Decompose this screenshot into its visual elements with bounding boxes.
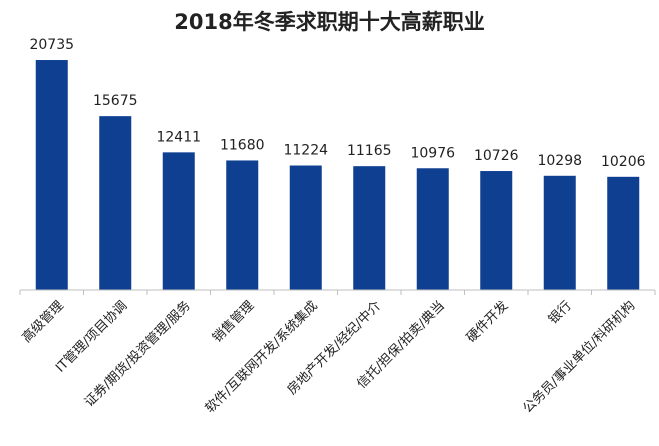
bar bbox=[162, 152, 195, 290]
bar-value-label: 20735 bbox=[29, 37, 74, 53]
category-label: 软件/互联网开发/系统集成 bbox=[202, 298, 321, 417]
bar bbox=[99, 116, 132, 291]
bar-value-label: 11165 bbox=[347, 143, 392, 159]
bar bbox=[353, 166, 386, 290]
bar-value-label: 10206 bbox=[601, 154, 646, 170]
bar bbox=[543, 175, 576, 290]
bar-value-label: 11680 bbox=[220, 137, 265, 153]
bar bbox=[607, 176, 640, 290]
bar-value-label: 12411 bbox=[156, 129, 201, 145]
category-label: 硬件开发 bbox=[463, 298, 511, 346]
bar bbox=[289, 165, 322, 290]
category-label: 银行 bbox=[546, 298, 575, 327]
bar-value-label: 10726 bbox=[474, 148, 519, 164]
chart-title: 2018年冬季求职期十大高薪职业 bbox=[174, 10, 485, 34]
value-label-group: 20735 15675 12411 11680 11224 11165 10976 10726… bbox=[29, 37, 645, 170]
category-label: 高级管理 bbox=[19, 298, 67, 346]
bar-value-label: 15675 bbox=[93, 93, 138, 109]
bar-group bbox=[35, 60, 640, 291]
x-tick-group bbox=[19, 290, 656, 295]
bar bbox=[35, 60, 68, 290]
bar bbox=[480, 171, 513, 290]
bar-value-label: 10298 bbox=[537, 153, 582, 169]
bar bbox=[416, 168, 449, 290]
bar-value-label: 11224 bbox=[283, 143, 328, 159]
bar-value-label: 10976 bbox=[410, 145, 455, 161]
category-label: 公务员/事业单位/科研机构 bbox=[520, 298, 639, 417]
category-label: 销售管理 bbox=[209, 298, 257, 346]
bar bbox=[226, 160, 259, 290]
category-label: 证券/期货/投资管理/服务 bbox=[81, 298, 194, 411]
